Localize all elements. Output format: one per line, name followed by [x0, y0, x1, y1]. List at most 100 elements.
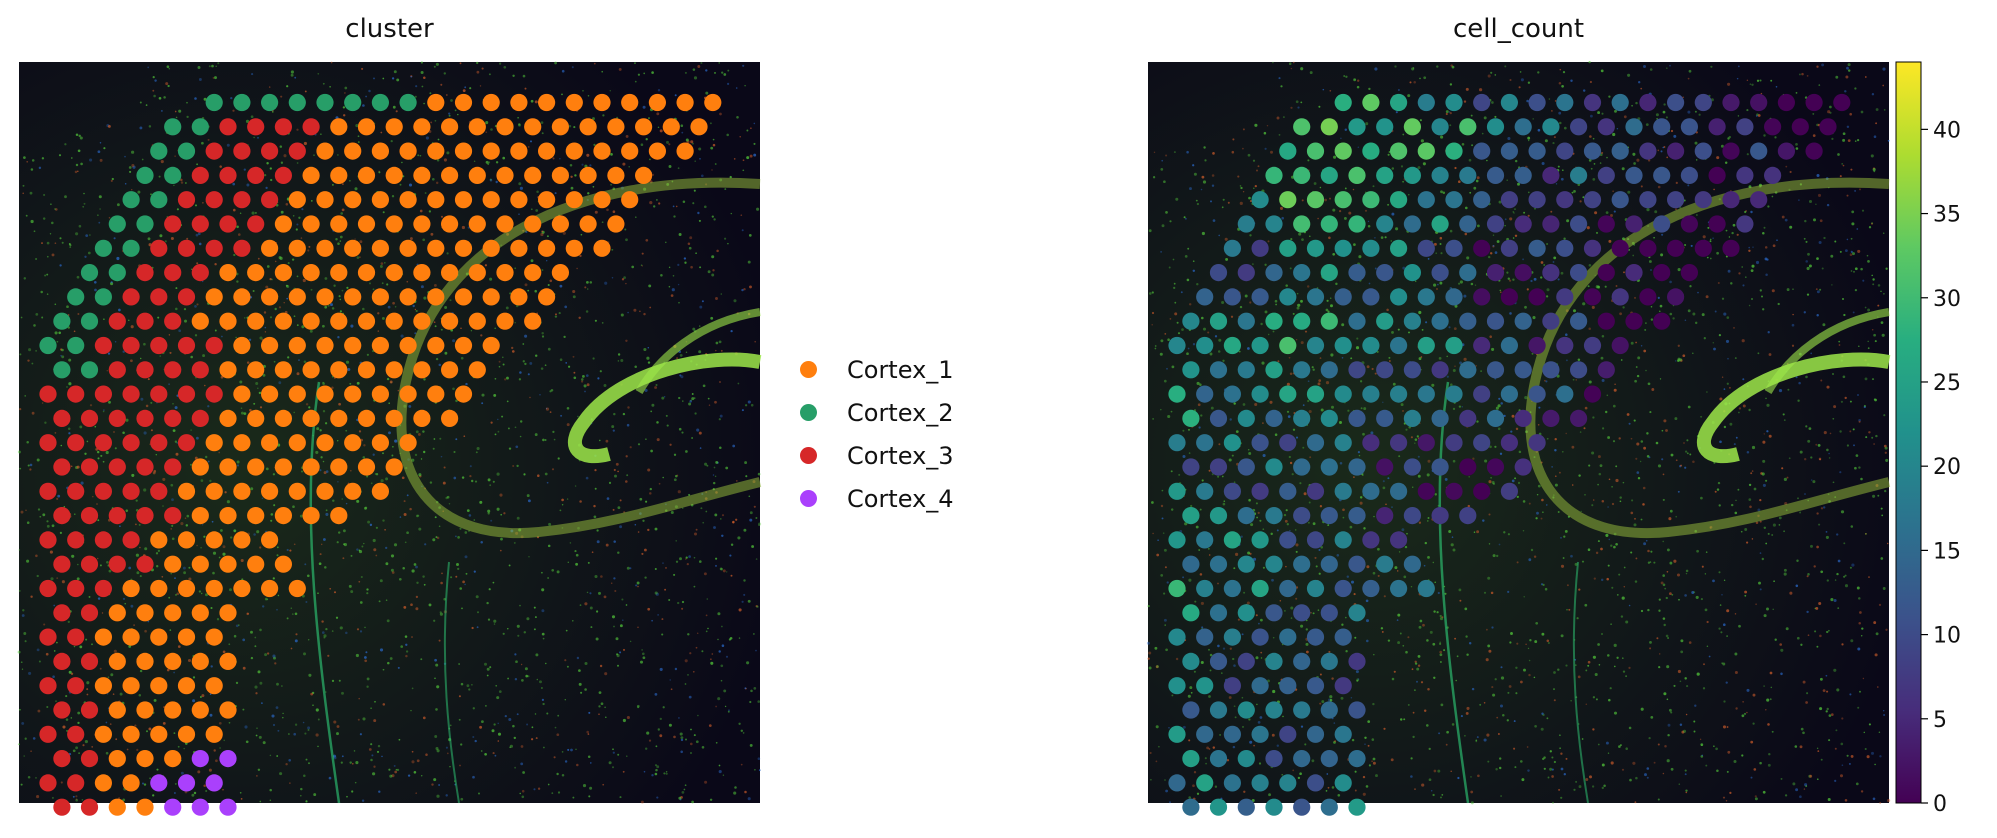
spot: [1403, 507, 1421, 525]
spot: [233, 288, 251, 306]
spot: [1417, 288, 1435, 306]
spot: [1403, 118, 1421, 136]
spot: [274, 507, 292, 525]
spot: [1556, 239, 1574, 257]
spot: [1293, 409, 1311, 427]
spot: [1680, 118, 1698, 136]
spot: [496, 166, 514, 184]
cell-count-panel: [1146, 60, 1891, 816]
spot: [1362, 434, 1380, 452]
spot: [1597, 215, 1615, 233]
spot: [1390, 482, 1408, 500]
spot: [219, 118, 237, 136]
spot: [122, 336, 140, 355]
spot: [205, 239, 223, 257]
spot: [219, 264, 237, 282]
spot: [122, 725, 140, 743]
spot: [1459, 166, 1477, 184]
spot: [150, 434, 168, 452]
spot: [164, 312, 182, 330]
spot: [177, 531, 196, 549]
spot: [1486, 215, 1505, 233]
spot: [150, 142, 168, 160]
spot: [316, 385, 334, 403]
spot: [177, 239, 196, 257]
spot: [1445, 288, 1463, 306]
spot: [593, 239, 611, 257]
spot: [1265, 312, 1283, 330]
spot: [1348, 409, 1366, 427]
spot: [1320, 604, 1338, 622]
spot: [108, 798, 126, 816]
spot: [164, 555, 182, 573]
spot: [1293, 555, 1311, 573]
spot: [1403, 555, 1421, 573]
spot: [1251, 288, 1269, 306]
spot: [441, 312, 459, 330]
spot: [205, 288, 223, 306]
spot: [1570, 118, 1588, 136]
spot: [1362, 336, 1380, 355]
spot: [468, 264, 486, 282]
spot: [108, 215, 126, 233]
spot: [1750, 142, 1768, 160]
spot: [1486, 166, 1505, 184]
spot: [385, 458, 403, 476]
spot: [150, 239, 168, 257]
spot: [80, 507, 99, 525]
spot: [1680, 264, 1698, 282]
spot: [261, 531, 279, 549]
spot: [1182, 458, 1200, 476]
spot: [1542, 264, 1560, 282]
spot: [164, 604, 182, 622]
spot: [1639, 191, 1657, 209]
spot: [1320, 118, 1338, 136]
spot: [1209, 604, 1228, 622]
spot: [427, 142, 445, 160]
spot: [427, 191, 445, 209]
spot: [1445, 434, 1463, 452]
spot: [1708, 166, 1726, 184]
spot: [1570, 166, 1588, 184]
spot: [1528, 142, 1546, 160]
spot: [385, 409, 403, 427]
spot: [191, 652, 209, 671]
spot: [1279, 531, 1297, 549]
spot: [1403, 264, 1421, 282]
spot: [261, 579, 279, 598]
spot: [1265, 798, 1283, 816]
spot: [53, 701, 71, 719]
spot: [565, 191, 583, 209]
spot: [191, 215, 209, 233]
spot: [205, 191, 223, 209]
legend-item-cortex-4: Cortex_4: [800, 477, 954, 520]
spot: [344, 385, 362, 403]
spot: [122, 628, 140, 646]
spot: [1445, 191, 1463, 209]
spot: [399, 142, 417, 160]
spot: [1417, 482, 1435, 500]
spot: [1293, 215, 1311, 233]
spot: [1570, 312, 1588, 330]
spot: [136, 652, 154, 671]
legend-marker: [800, 490, 817, 507]
spot: [53, 798, 71, 816]
spot: [1500, 434, 1518, 452]
spot: [1486, 118, 1505, 136]
spot: [177, 774, 196, 792]
spot: [1445, 93, 1463, 112]
cluster-spots: [39, 93, 722, 816]
spot: [1306, 191, 1325, 209]
spot: [538, 239, 556, 257]
spot: [371, 288, 389, 306]
spot: [441, 215, 459, 233]
spot: [233, 336, 251, 355]
spot: [1293, 118, 1311, 136]
spot: [164, 750, 182, 768]
spot: [1625, 312, 1643, 330]
spot: [524, 312, 542, 330]
spot: [1182, 312, 1200, 330]
spot: [261, 93, 279, 112]
spot: [53, 507, 71, 525]
spot: [1348, 264, 1366, 282]
